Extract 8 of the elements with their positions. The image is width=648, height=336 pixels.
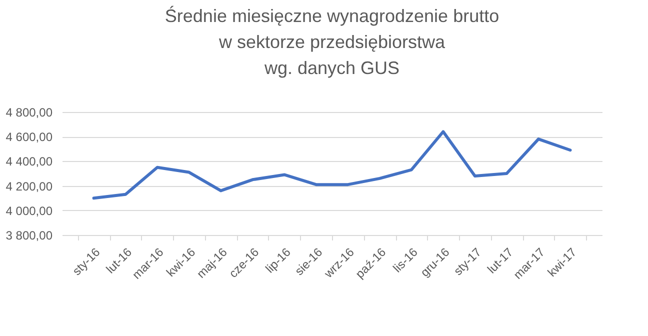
y-tick-label: 4 800,00 bbox=[6, 106, 53, 120]
chart-title: Średnie miesięczne wynagrodzenie brutto w sektorze przedsiębiorstwa wg. danych GUS bbox=[164, 5, 500, 78]
y-tick-label: 4 000,00 bbox=[6, 204, 53, 218]
y-tick-label: 4 600,00 bbox=[6, 130, 53, 144]
y-tick-label: 4 200,00 bbox=[6, 179, 53, 194]
y-tick-label: 3 800,00 bbox=[6, 228, 53, 242]
y-tick-label: 4 400,00 bbox=[6, 154, 53, 169]
line-series bbox=[92, 130, 572, 200]
